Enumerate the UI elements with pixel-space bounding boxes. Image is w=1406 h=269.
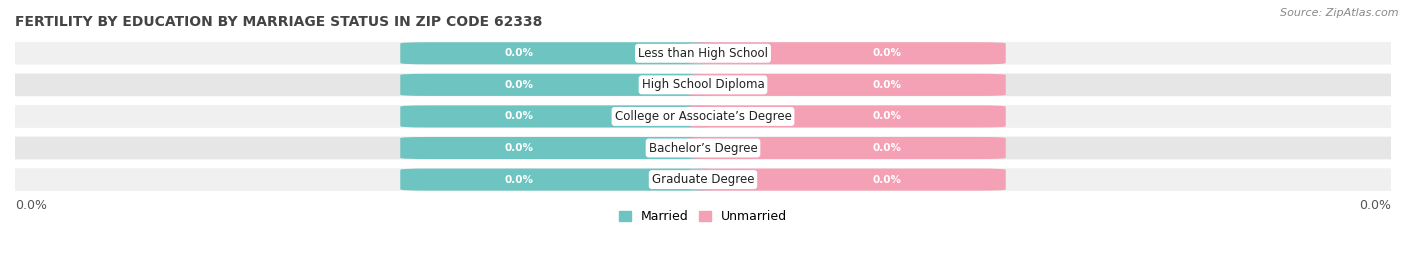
Text: 0.0%: 0.0% bbox=[505, 111, 534, 121]
Text: 0.0%: 0.0% bbox=[1360, 199, 1391, 211]
FancyBboxPatch shape bbox=[401, 74, 717, 96]
FancyBboxPatch shape bbox=[689, 42, 1005, 64]
FancyBboxPatch shape bbox=[15, 137, 1391, 160]
Text: 0.0%: 0.0% bbox=[872, 80, 901, 90]
FancyBboxPatch shape bbox=[689, 74, 1005, 96]
FancyBboxPatch shape bbox=[689, 169, 1005, 191]
Text: 0.0%: 0.0% bbox=[505, 80, 534, 90]
Legend: Married, Unmarried: Married, Unmarried bbox=[613, 206, 793, 228]
Text: High School Diploma: High School Diploma bbox=[641, 78, 765, 91]
FancyBboxPatch shape bbox=[401, 169, 717, 191]
Text: Graduate Degree: Graduate Degree bbox=[652, 173, 754, 186]
FancyBboxPatch shape bbox=[689, 137, 1005, 159]
FancyBboxPatch shape bbox=[401, 42, 717, 64]
Text: 0.0%: 0.0% bbox=[15, 199, 46, 211]
Text: FERTILITY BY EDUCATION BY MARRIAGE STATUS IN ZIP CODE 62338: FERTILITY BY EDUCATION BY MARRIAGE STATU… bbox=[15, 15, 543, 29]
Text: 0.0%: 0.0% bbox=[872, 143, 901, 153]
FancyBboxPatch shape bbox=[401, 105, 717, 128]
FancyBboxPatch shape bbox=[15, 168, 1391, 191]
Text: Less than High School: Less than High School bbox=[638, 47, 768, 60]
Text: 0.0%: 0.0% bbox=[505, 48, 534, 58]
Text: Bachelor’s Degree: Bachelor’s Degree bbox=[648, 141, 758, 154]
Text: 0.0%: 0.0% bbox=[872, 175, 901, 185]
FancyBboxPatch shape bbox=[15, 105, 1391, 128]
FancyBboxPatch shape bbox=[15, 42, 1391, 65]
Text: Source: ZipAtlas.com: Source: ZipAtlas.com bbox=[1281, 8, 1399, 18]
FancyBboxPatch shape bbox=[689, 105, 1005, 128]
Text: College or Associate’s Degree: College or Associate’s Degree bbox=[614, 110, 792, 123]
Text: 0.0%: 0.0% bbox=[505, 175, 534, 185]
FancyBboxPatch shape bbox=[401, 137, 717, 159]
Text: 0.0%: 0.0% bbox=[872, 111, 901, 121]
FancyBboxPatch shape bbox=[15, 73, 1391, 96]
Text: 0.0%: 0.0% bbox=[505, 143, 534, 153]
Text: 0.0%: 0.0% bbox=[872, 48, 901, 58]
